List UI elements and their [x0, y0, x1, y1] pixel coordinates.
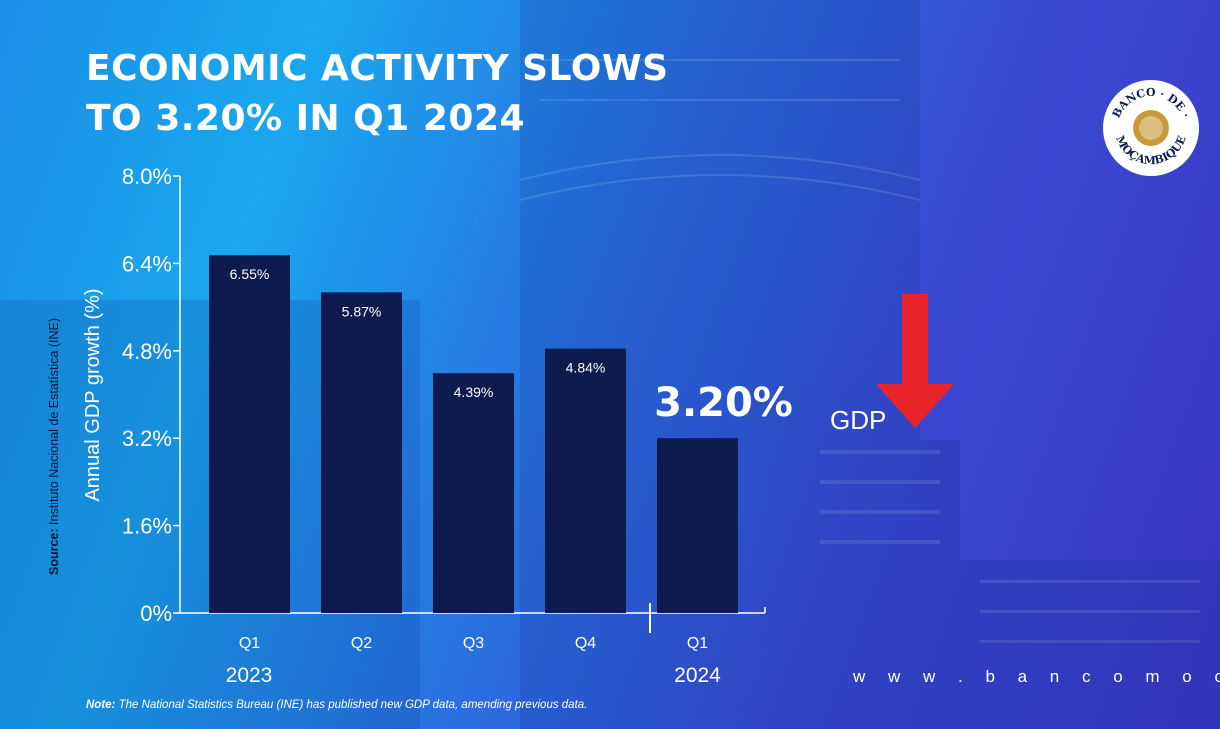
data-label-1: 5.87% — [342, 303, 382, 319]
y-tick-label: 6.4% — [122, 251, 172, 276]
bank-seal-icon: BANCO · DE · MOÇAMBIQUE — [1105, 82, 1197, 174]
gdp-indicator-label: GDP — [830, 405, 887, 435]
source-text: Instituto Nacional de Estatística (INE) — [47, 317, 61, 525]
title-line-2: TO 3.20% IN Q1 2024 — [86, 98, 526, 139]
y-tick-label: 4.8% — [122, 339, 172, 364]
bar-3 — [545, 348, 626, 613]
group-label-0: 2023 — [226, 664, 273, 687]
bank-logo: BANCO · DE · MOÇAMBIQUE — [1103, 80, 1199, 176]
y-axis-label: Annual GDP growth (%) — [82, 288, 104, 501]
group-label-1: 2024 — [674, 664, 721, 687]
x-tick-label: Q4 — [575, 635, 596, 652]
x-tick-label: Q3 — [463, 635, 484, 652]
bar-1 — [321, 292, 402, 613]
down-arrow-icon — [876, 294, 954, 428]
chart-labels: 0% 1.6% 3.2% 4.8% 6.4% 8.0% Annual GDP growth … — [82, 164, 793, 687]
note-label: Note: — [86, 699, 116, 711]
bar-4 — [657, 438, 738, 613]
bar-0 — [209, 255, 290, 614]
chart-bars — [209, 255, 738, 614]
data-label-0: 6.55% — [230, 266, 270, 282]
website-link[interactable]: w w w . b a n c o m o c . m z — [853, 667, 1220, 686]
y-tick-label: 3.2% — [122, 426, 172, 451]
note-text: The National Statistics Bureau (INE) has… — [118, 699, 588, 711]
y-tick-label: 0% — [140, 601, 172, 626]
title-line-1: ECONOMIC ACTIVITY SLOWS — [86, 48, 669, 89]
x-tick-label: Q1 — [687, 635, 708, 652]
y-tick-label: 1.6% — [122, 514, 172, 539]
x-tick-label: Q1 — [239, 635, 260, 652]
data-label-3: 4.84% — [566, 360, 606, 376]
y-tick-label: 8.0% — [122, 164, 172, 189]
source-note: Source: Instituto Nacional de Estatístic… — [47, 318, 61, 575]
data-label-2: 4.39% — [454, 384, 494, 400]
x-tick-label: Q2 — [351, 635, 372, 652]
bar-2 — [433, 373, 514, 613]
data-label-highlight: 3.20% — [654, 380, 793, 426]
footnote: Note: The National Statistics Bureau (IN… — [86, 699, 587, 711]
source-label: Source: — [47, 528, 61, 575]
chart-title: ECONOMIC ACTIVITY SLOWS TO 3.20% IN Q1 2… — [86, 44, 669, 144]
